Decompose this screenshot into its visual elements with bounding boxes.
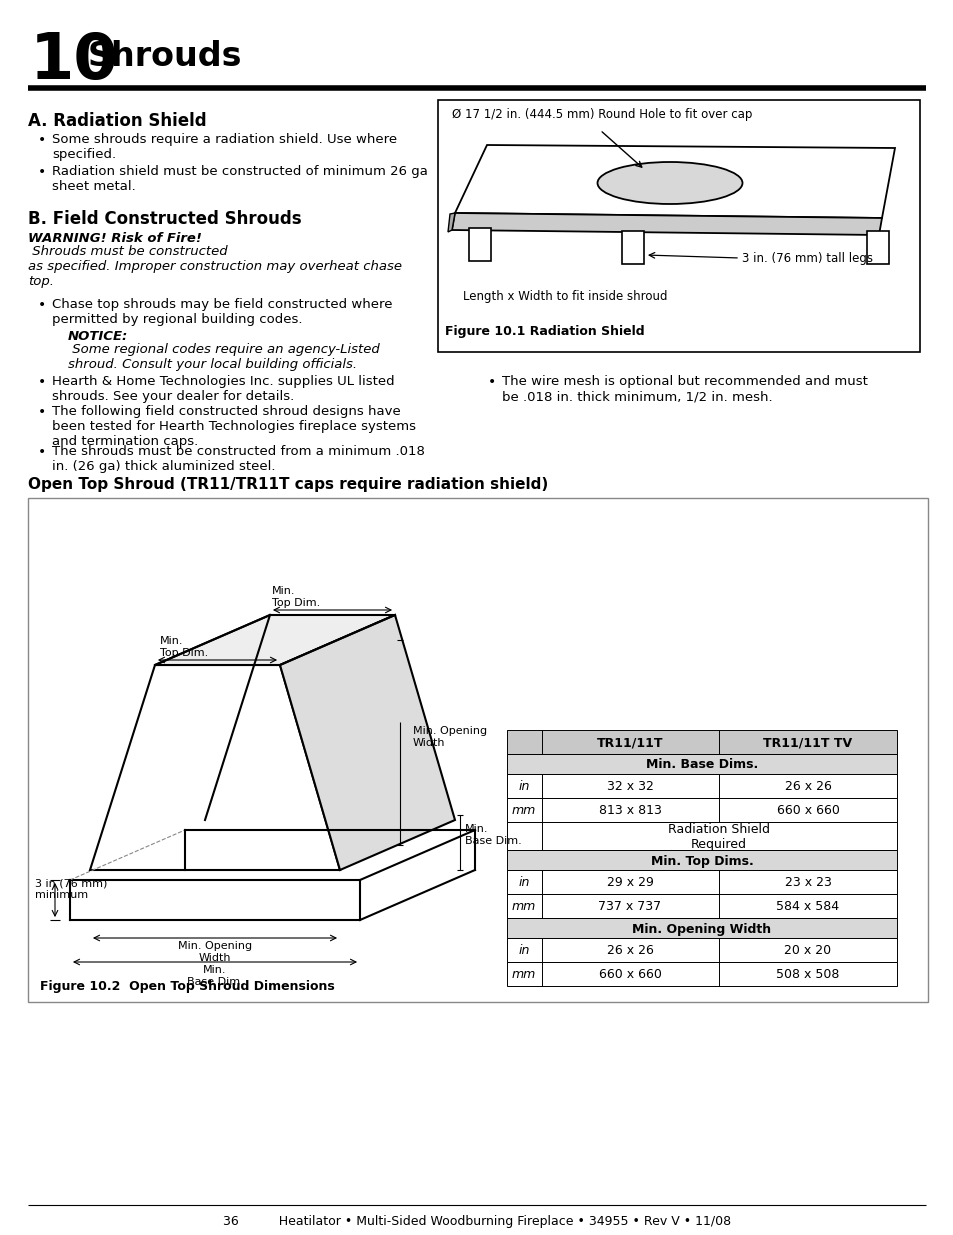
Text: 23 x 23: 23 x 23	[783, 877, 831, 889]
Polygon shape	[154, 615, 395, 664]
Text: TR11/11T TV: TR11/11T TV	[762, 736, 852, 750]
Text: A. Radiation Shield: A. Radiation Shield	[28, 112, 207, 130]
Text: The following field constructed shroud designs have
been tested for Hearth Techn: The following field constructed shroud d…	[52, 405, 416, 448]
Text: •: •	[38, 133, 46, 147]
Polygon shape	[455, 144, 894, 219]
Polygon shape	[90, 664, 339, 869]
Text: The shrouds must be constructed from a minimum .018
in. (26 ga) thick aluminized: The shrouds must be constructed from a m…	[52, 445, 424, 473]
Text: 660 x 660: 660 x 660	[776, 804, 839, 818]
Bar	[621, 231, 643, 264]
Text: 3 in. (76 mm) tall legs: 3 in. (76 mm) tall legs	[741, 252, 872, 266]
Text: Some regional codes require an agency-Listed
shroud. Consult your local building: Some regional codes require an agency-Li…	[68, 343, 379, 370]
Text: Shrouds must be constructed
as specified. Improper construction may overheat cha: Shrouds must be constructed as specified…	[28, 245, 401, 288]
Bar	[506, 962, 896, 986]
Text: mm: mm	[512, 968, 536, 982]
Text: Figure 10.2  Open Top Shroud Dimensions: Figure 10.2 Open Top Shroud Dimensions	[40, 981, 335, 993]
Text: •: •	[38, 405, 46, 419]
Text: •: •	[488, 375, 496, 389]
Text: 508 x 508: 508 x 508	[776, 968, 839, 982]
Text: in: in	[517, 877, 529, 889]
Text: 26 x 26: 26 x 26	[783, 781, 831, 794]
Text: 10: 10	[30, 30, 118, 91]
Text: Min. Opening
Width: Min. Opening Width	[413, 726, 487, 748]
Text: in: in	[517, 781, 529, 794]
Text: in: in	[517, 945, 529, 957]
Text: Radiation shield must be constructed of minimum 26 ga
sheet metal.: Radiation shield must be constructed of …	[52, 165, 428, 193]
Text: •: •	[38, 375, 46, 389]
Bar	[506, 774, 896, 798]
Text: WARNING! Risk of Fire!: WARNING! Risk of Fire!	[28, 232, 202, 245]
Text: Figure 10.1 Radiation Shield: Figure 10.1 Radiation Shield	[444, 325, 644, 338]
Bar	[506, 850, 896, 869]
Text: B. Field Constructed Shrouds: B. Field Constructed Shrouds	[28, 210, 301, 228]
Text: Ø 17 1/2 in. (444.5 mm) Round Hole to fit over cap: Ø 17 1/2 in. (444.5 mm) Round Hole to fi…	[452, 107, 752, 121]
Text: •: •	[38, 165, 46, 179]
Text: 737 x 737: 737 x 737	[598, 900, 660, 914]
Text: 32 x 32: 32 x 32	[606, 781, 653, 794]
Text: 3 in (76 mm)
minimum: 3 in (76 mm) minimum	[35, 878, 108, 899]
Text: mm: mm	[512, 804, 536, 818]
Text: Chase top shrouds may be field constructed where
permitted by regional building : Chase top shrouds may be field construct…	[52, 298, 392, 326]
Text: Min.
Base Dim.: Min. Base Dim.	[464, 824, 521, 846]
Text: Some shrouds require a radiation shield. Use where
specified.: Some shrouds require a radiation shield.…	[52, 133, 396, 161]
Text: Min.
Top Dim.: Min. Top Dim.	[272, 587, 320, 608]
Bar	[506, 869, 896, 894]
Text: mm: mm	[512, 900, 536, 914]
Text: 584 x 584: 584 x 584	[776, 900, 839, 914]
Text: The wire mesh is optional but recommended and must
be .018 in. thick minimum, 1/: The wire mesh is optional but recommende…	[501, 375, 867, 403]
Polygon shape	[448, 212, 455, 232]
Text: Min. Opening
Width: Min. Opening Width	[178, 941, 252, 962]
Text: Min. Base Dims.: Min. Base Dims.	[645, 758, 758, 772]
Text: Open Top Shroud (TR11/TR11T caps require radiation shield): Open Top Shroud (TR11/TR11T caps require…	[28, 477, 548, 492]
Text: 813 x 813: 813 x 813	[598, 804, 660, 818]
Text: 29 x 29: 29 x 29	[606, 877, 653, 889]
Ellipse shape	[597, 162, 741, 204]
Bar	[469, 228, 491, 261]
Bar	[506, 730, 896, 755]
Text: Min.
Top Dim.: Min. Top Dim.	[160, 636, 208, 658]
Text: Length x Width to fit inside shroud: Length x Width to fit inside shroud	[462, 290, 666, 303]
Polygon shape	[280, 615, 455, 869]
Text: Shrouds: Shrouds	[88, 40, 242, 73]
Text: 660 x 660: 660 x 660	[598, 968, 660, 982]
Text: Min.
Base Dim.: Min. Base Dim.	[187, 965, 243, 987]
Bar	[866, 231, 888, 264]
Bar	[506, 894, 896, 918]
Bar	[28, 498, 927, 1002]
Bar	[506, 939, 896, 962]
Bar	[437, 100, 919, 352]
Text: NOTICE:: NOTICE:	[68, 330, 128, 343]
Bar	[506, 918, 896, 939]
Text: •: •	[38, 445, 46, 459]
Bar	[506, 755, 896, 774]
Text: •: •	[38, 298, 46, 312]
Text: TR11/11T: TR11/11T	[597, 736, 662, 750]
Text: 20 x 20: 20 x 20	[783, 945, 831, 957]
Text: Hearth & Home Technologies Inc. supplies UL listed
shrouds. See your dealer for : Hearth & Home Technologies Inc. supplies…	[52, 375, 395, 403]
Text: 26 x 26: 26 x 26	[606, 945, 653, 957]
Text: Min. Opening Width: Min. Opening Width	[632, 923, 771, 935]
Text: Min. Top Dims.: Min. Top Dims.	[650, 855, 753, 867]
Text: Radiation Shield
Required: Radiation Shield Required	[667, 823, 769, 851]
Polygon shape	[452, 212, 882, 235]
Bar	[506, 823, 896, 850]
Text: 36          Heatilator • Multi-Sided Woodburning Fireplace • 34955 • Rev V • 11/: 36 Heatilator • Multi-Sided Woodburning …	[223, 1215, 730, 1228]
Bar	[506, 798, 896, 823]
